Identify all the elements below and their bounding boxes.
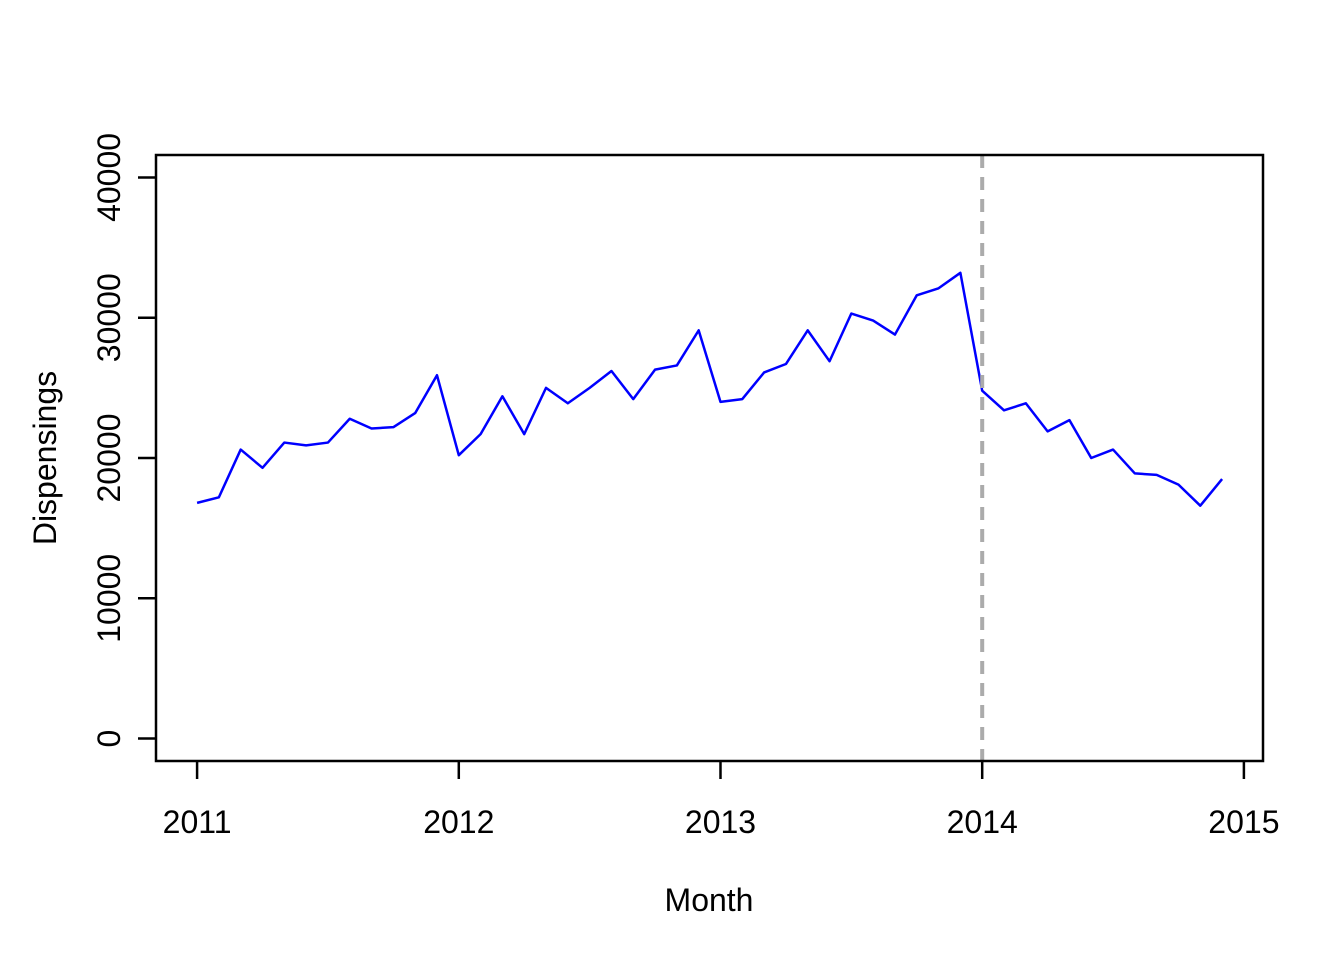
y-axis-title: Dispensings xyxy=(27,371,63,545)
x-tick-label: 2011 xyxy=(163,804,232,840)
axis-ticks-layer: 2011 2012 2013 2014 2015 0 10000 20000 30000 4000… xyxy=(91,133,1279,840)
plot-border-box xyxy=(154,153,1265,763)
x-tick-label: 2012 xyxy=(423,804,494,840)
y-tick-label: 20000 xyxy=(91,414,127,503)
y-tick-label: 40000 xyxy=(91,133,127,222)
x-axis-title: Month xyxy=(665,882,754,918)
y-tick-label: 10000 xyxy=(91,554,127,643)
y-tick-label: 30000 xyxy=(91,273,127,362)
x-tick-label: 2014 xyxy=(947,804,1018,840)
series-layer xyxy=(196,271,1224,507)
dispensings-series-line xyxy=(196,271,1224,507)
y-tick-label: 0 xyxy=(91,730,127,748)
x-tick-label: 2015 xyxy=(1208,804,1279,840)
x-tick-label: 2013 xyxy=(685,804,756,840)
